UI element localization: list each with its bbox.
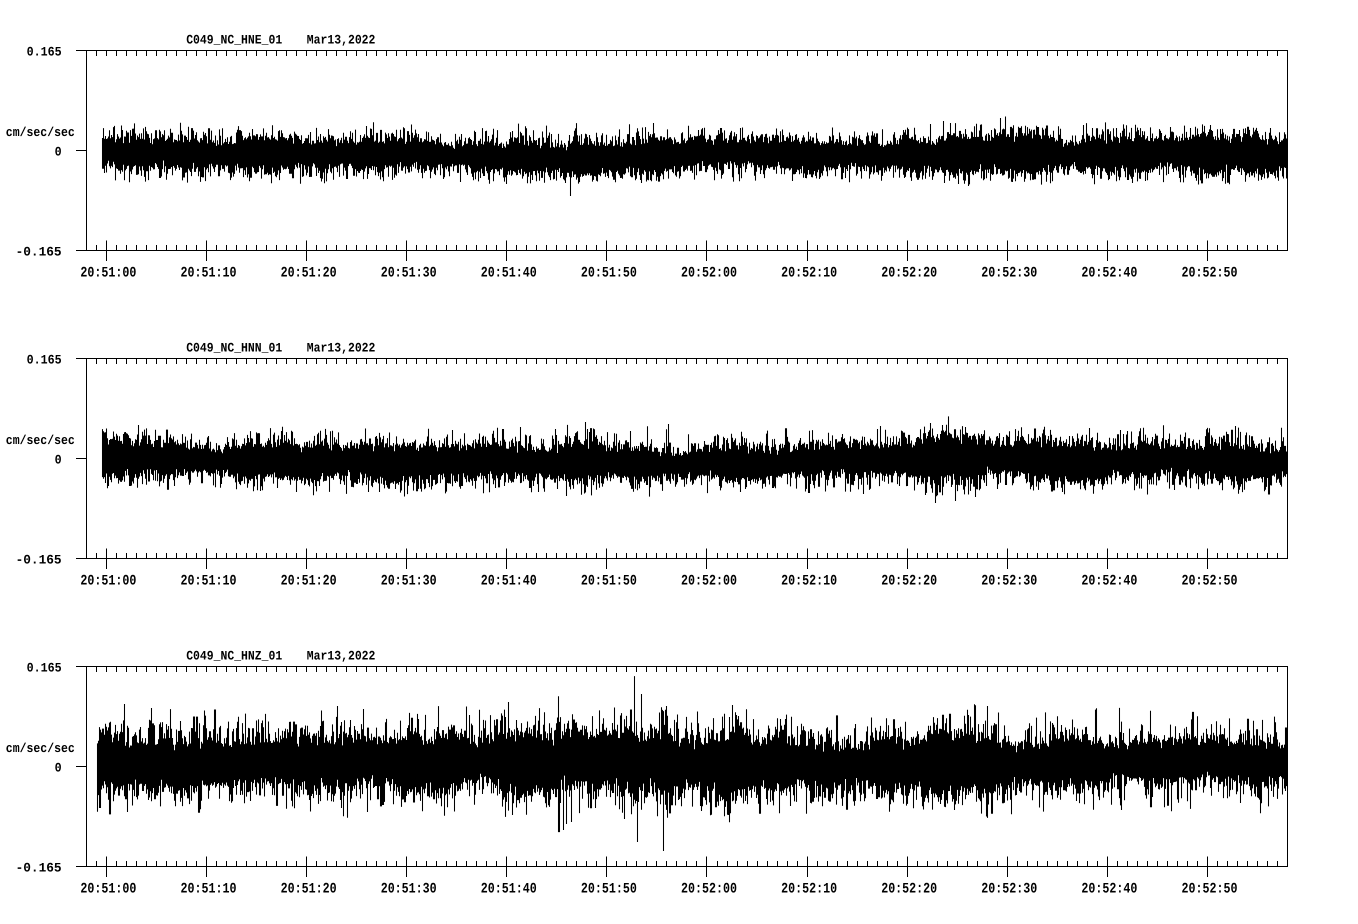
svg-text:cm/sec/sec: cm/sec/sec <box>6 125 75 140</box>
svg-text:20:52:30: 20:52:30 <box>981 265 1037 281</box>
svg-text:20:52:50: 20:52:50 <box>1182 881 1238 897</box>
svg-text:20:52:00: 20:52:00 <box>681 265 737 281</box>
svg-text:20:51:30: 20:51:30 <box>381 573 437 589</box>
svg-text:Mar13,2022: Mar13,2022 <box>307 649 376 664</box>
svg-text:-0.165: -0.165 <box>16 245 62 260</box>
svg-text:20:52:50: 20:52:50 <box>1182 265 1238 281</box>
svg-text:0.165: 0.165 <box>27 353 62 368</box>
svg-text:20:51:10: 20:51:10 <box>181 573 237 589</box>
svg-text:20:52:30: 20:52:30 <box>981 881 1037 897</box>
svg-text:20:51:30: 20:51:30 <box>381 265 437 281</box>
svg-text:20:51:50: 20:51:50 <box>581 881 637 897</box>
svg-text:20:52:20: 20:52:20 <box>881 573 937 589</box>
svg-text:0: 0 <box>55 145 62 160</box>
svg-text:C049_NC_HNZ_01: C049_NC_HNZ_01 <box>186 649 282 664</box>
svg-text:0.165: 0.165 <box>27 45 62 60</box>
svg-text:20:51:40: 20:51:40 <box>481 265 537 281</box>
svg-text:20:52:10: 20:52:10 <box>781 881 837 897</box>
svg-text:20:52:40: 20:52:40 <box>1081 573 1137 589</box>
svg-text:-0.165: -0.165 <box>16 861 62 876</box>
svg-text:cm/sec/sec: cm/sec/sec <box>6 433 75 448</box>
svg-text:20:51:40: 20:51:40 <box>481 573 537 589</box>
svg-text:20:51:20: 20:51:20 <box>281 573 337 589</box>
svg-text:20:52:30: 20:52:30 <box>981 573 1037 589</box>
svg-text:20:51:00: 20:51:00 <box>80 881 136 897</box>
svg-text:Mar13,2022: Mar13,2022 <box>307 341 376 356</box>
svg-text:20:51:00: 20:51:00 <box>80 265 136 281</box>
svg-text:0.165: 0.165 <box>27 661 62 676</box>
svg-text:20:51:40: 20:51:40 <box>481 881 537 897</box>
svg-text:20:51:50: 20:51:50 <box>581 573 637 589</box>
svg-text:20:51:30: 20:51:30 <box>381 881 437 897</box>
svg-text:20:52:00: 20:52:00 <box>681 881 737 897</box>
svg-text:20:52:40: 20:52:40 <box>1081 265 1137 281</box>
svg-text:-0.165: -0.165 <box>16 553 62 568</box>
svg-text:20:52:20: 20:52:20 <box>881 881 937 897</box>
svg-text:20:51:20: 20:51:20 <box>281 265 337 281</box>
svg-text:20:52:10: 20:52:10 <box>781 265 837 281</box>
svg-text:Mar13,2022: Mar13,2022 <box>307 33 376 48</box>
svg-text:20:51:10: 20:51:10 <box>181 265 237 281</box>
svg-text:0: 0 <box>55 761 62 776</box>
svg-text:20:51:50: 20:51:50 <box>581 265 637 281</box>
svg-text:cm/sec/sec: cm/sec/sec <box>6 741 75 756</box>
svg-text:20:52:50: 20:52:50 <box>1182 573 1238 589</box>
svg-text:20:52:10: 20:52:10 <box>781 573 837 589</box>
svg-text:20:52:20: 20:52:20 <box>881 265 937 281</box>
svg-text:20:51:10: 20:51:10 <box>181 881 237 897</box>
svg-text:20:51:00: 20:51:00 <box>80 573 136 589</box>
svg-text:C049_NC_HNN_01: C049_NC_HNN_01 <box>186 341 282 356</box>
svg-text:20:52:00: 20:52:00 <box>681 573 737 589</box>
svg-text:0: 0 <box>55 453 62 468</box>
svg-text:20:52:40: 20:52:40 <box>1081 881 1137 897</box>
svg-text:C049_NC_HNE_01: C049_NC_HNE_01 <box>186 33 282 48</box>
svg-text:20:51:20: 20:51:20 <box>281 881 337 897</box>
